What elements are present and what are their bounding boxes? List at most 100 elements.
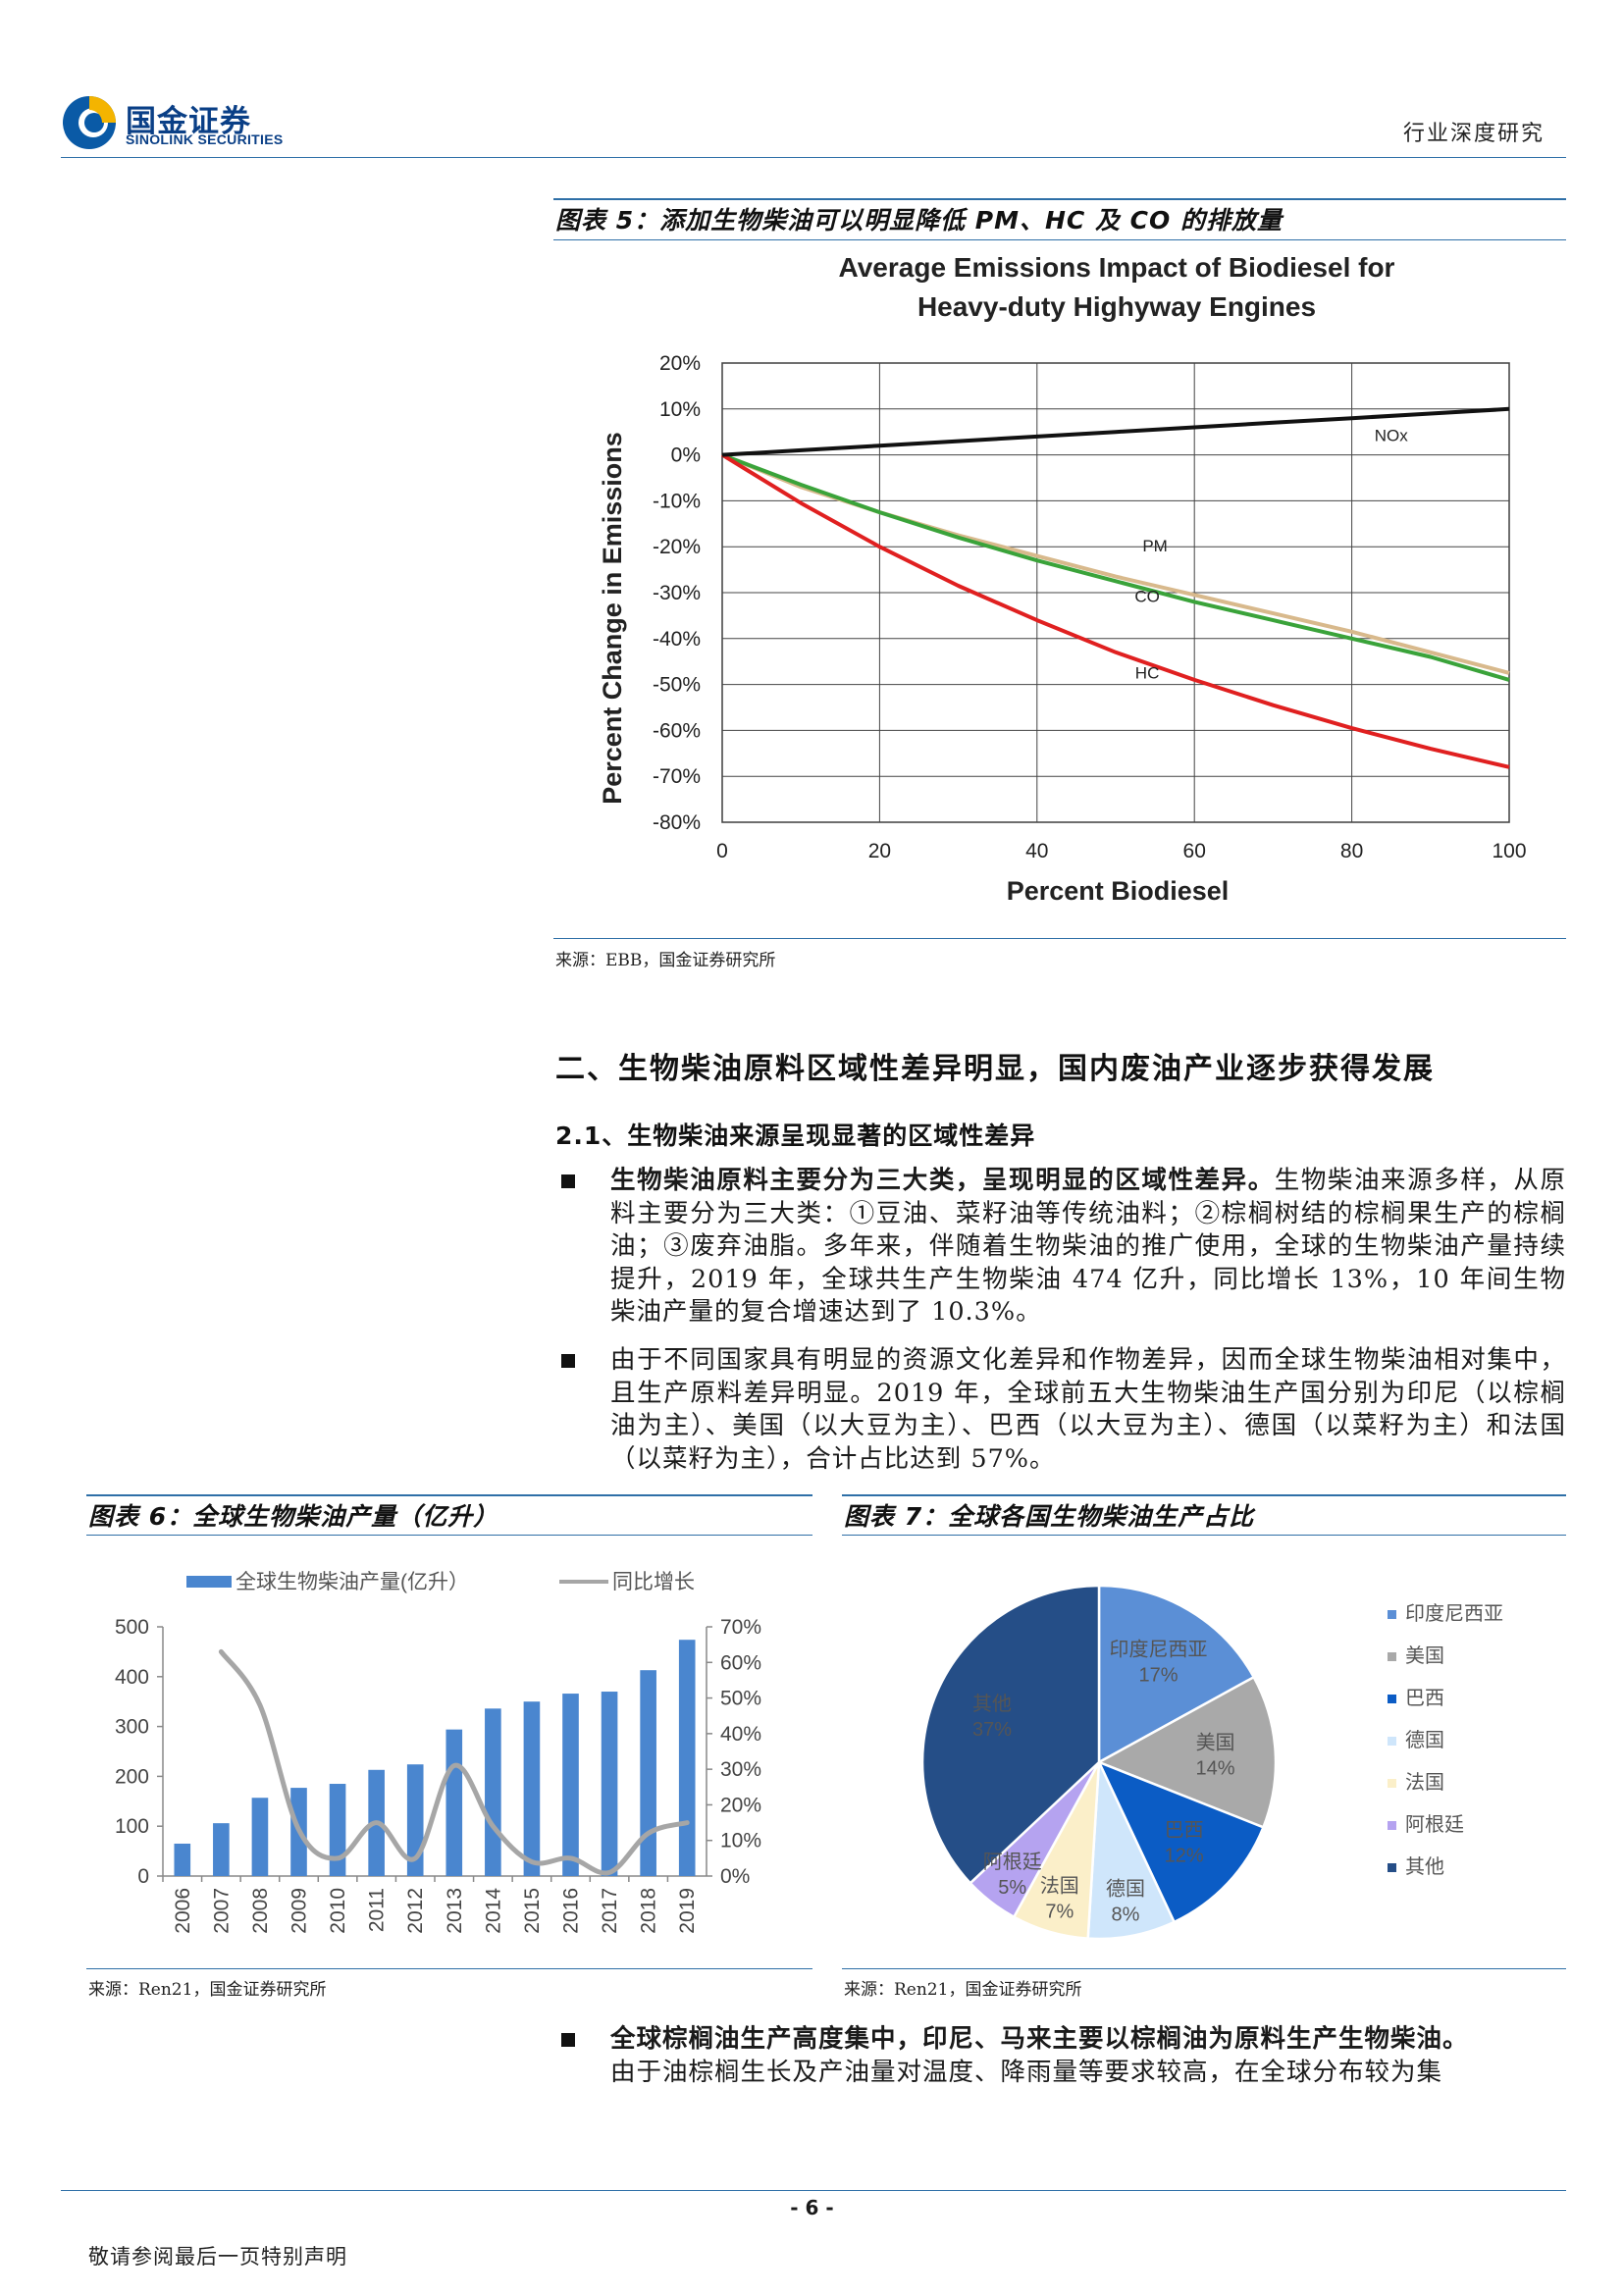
x-tick-label: 40 — [1025, 840, 1048, 862]
x-tick-label: 80 — [1340, 840, 1363, 862]
x-tick-label: 2016 — [560, 1888, 583, 1934]
slice-label-name: 德国 — [1106, 1877, 1145, 1900]
bullet-square — [561, 2033, 575, 2047]
fig6-source: 来源：Ren21，国金证券研究所 — [88, 1980, 327, 2000]
bar-2019 — [678, 1640, 696, 1876]
emissions-line-chart: Average Emissions Impact of Biodiesel fo… — [598, 252, 1527, 906]
slice-label-value: 8% — [1112, 1904, 1140, 1925]
pie-slice-印度尼西亚 — [1097, 1584, 1256, 1765]
pie-slice-德国 — [1086, 1761, 1177, 1941]
bar-2018 — [640, 1670, 656, 1876]
legend-label: 法国 — [1405, 1771, 1444, 1794]
x-tick-label: 2007 — [210, 1888, 233, 1934]
y-tick-label: -70% — [653, 765, 701, 788]
y-tick-label: -40% — [653, 628, 701, 651]
footer-disclaimer: 敬请参阅最后一页特别声明 — [88, 2245, 347, 2269]
slice-label-value: 17% — [1138, 1665, 1178, 1687]
series-line-co — [721, 452, 1510, 682]
production-bar-chart: 全球生物柴油产量(亿升） 同比增长 500 400 300 200 100 0 70% 60%… — [115, 1571, 761, 1934]
right-tick-label: 70% — [720, 1616, 761, 1639]
slice-label-name: 巴西 — [1165, 1819, 1204, 1841]
legend-swatch — [1388, 1737, 1396, 1746]
legend-label: 巴西 — [1405, 1688, 1444, 1709]
bullet-square — [561, 1174, 575, 1188]
pie-slice-美国 — [1096, 1675, 1278, 1829]
x-tick-label: 20 — [868, 840, 891, 862]
y-tick-label: -30% — [653, 582, 701, 604]
growth-line — [218, 1648, 690, 1876]
legend-line-label: 同比增长 — [612, 1571, 695, 1593]
fig7-caption-rule — [842, 1535, 1566, 1536]
left-tick-label: 0 — [137, 1865, 149, 1888]
slice-label-value: 14% — [1196, 1758, 1235, 1780]
bar-2015 — [523, 1701, 541, 1876]
left-tick-label: 100 — [115, 1815, 149, 1838]
left-tick-label: 400 — [115, 1666, 149, 1689]
legend-label: 阿根廷 — [1405, 1813, 1464, 1836]
section-heading: 二、生物柴油原料区域性差异明显，国内废油产业逐步获得发展 — [555, 1052, 1435, 1086]
slice-label-value: 5% — [998, 1877, 1026, 1899]
y-axis-label: Percent Change in Emissions — [598, 432, 627, 805]
series-line-hc — [720, 452, 1510, 769]
paragraph-3-body: 由于油棕榈生长及产油量对温度、降雨量等要求较高，在全球分布较为集 — [610, 2057, 1443, 2087]
fig6-top-rule — [86, 1494, 812, 1496]
slice-label-value: 7% — [1045, 1901, 1074, 1922]
y-tick-label: -20% — [653, 536, 701, 558]
legend-swatch — [1388, 1779, 1396, 1788]
legend-swatch — [1388, 1863, 1396, 1872]
x-tick-label: 100 — [1492, 840, 1526, 862]
fig7-top-rule — [842, 1494, 1566, 1496]
right-tick-label: 20% — [720, 1794, 761, 1816]
paragraph-3-lead: 全球棕榈油生产高度集中，印尼、马来主要以棕榈油为原料生产生物柴油。 — [610, 2024, 1469, 2054]
fig5-top-rule — [553, 198, 1566, 200]
header-rule — [61, 157, 1566, 158]
right-tick-label: 30% — [720, 1758, 761, 1781]
x-tick-label: 2015 — [521, 1888, 544, 1934]
y-tick-label: -10% — [653, 490, 701, 512]
right-tick-label: 50% — [720, 1688, 761, 1710]
y-tick-label: 0% — [671, 444, 701, 467]
bar-2007 — [213, 1823, 230, 1876]
slice-label-name: 法国 — [1040, 1874, 1079, 1897]
chart-title-line2: Heavy-duty Highyway Engines — [917, 291, 1316, 322]
legend-swatch — [1388, 1695, 1396, 1703]
y-tick-label: -80% — [653, 811, 701, 834]
logo — [61, 94, 118, 151]
paragraph-2: 由于不同国家具有明显的资源文化差异和作物差异，因而全球生物柴油相对集中，且生产原… — [610, 1345, 1566, 1474]
x-tick-label: 2017 — [599, 1888, 621, 1934]
legend-label: 印度尼西亚 — [1405, 1602, 1503, 1625]
bullet-square — [561, 1354, 575, 1368]
header-title: 行业深度研究 — [1403, 122, 1545, 146]
bar-2017 — [601, 1692, 618, 1876]
series-label-pm: PM — [1142, 537, 1168, 555]
series-line-nox — [721, 406, 1510, 457]
bar-2013 — [445, 1729, 463, 1876]
chart-title-line1: Average Emissions Impact of Biodiesel fo… — [839, 252, 1395, 283]
bar-2014 — [485, 1708, 501, 1876]
logo-text-cn: 国金证券 — [126, 104, 251, 139]
y-tick-label: 10% — [659, 398, 701, 421]
legend-swatch — [1388, 1821, 1396, 1830]
x-tick-label: 2019 — [676, 1888, 699, 1934]
x-tick-label: 2011 — [366, 1888, 389, 1932]
x-tick-label: 60 — [1183, 840, 1206, 862]
series-line-pm — [721, 452, 1510, 675]
slice-label-name: 美国 — [1196, 1732, 1235, 1754]
footer-rule — [61, 2190, 1566, 2191]
fig5-caption: 图表 5：添加生物柴油可以明显降低 PM、HC 及 CO 的排放量 — [555, 206, 1283, 235]
right-tick-label: 60% — [720, 1651, 761, 1674]
bar-2006 — [174, 1843, 191, 1876]
y-tick-label: 20% — [659, 352, 701, 375]
pie-slice-巴西 — [1096, 1759, 1266, 1924]
x-axis-label: Percent Biodiesel — [1007, 876, 1230, 906]
series-label-hc: HC — [1135, 664, 1160, 683]
bar-2016 — [562, 1694, 579, 1876]
x-tick-label: 2006 — [172, 1888, 194, 1934]
logo-text-en: SINOLINK SECURITIES — [126, 131, 284, 147]
x-tick-label: 2010 — [327, 1888, 349, 1934]
slice-label-value: 37% — [972, 1719, 1012, 1741]
logo-mark-icon — [63, 96, 116, 149]
x-tick-label: 2013 — [444, 1888, 466, 1934]
left-tick-label: 300 — [115, 1716, 149, 1739]
fig6-caption-rule — [86, 1535, 812, 1536]
